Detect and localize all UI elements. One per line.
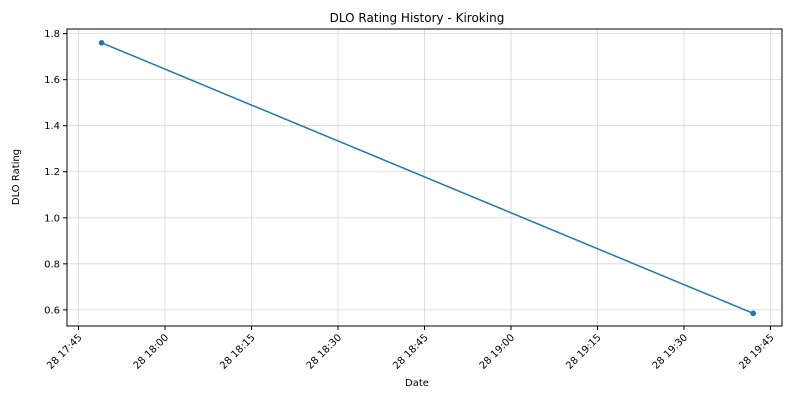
data-point bbox=[750, 310, 756, 317]
grid-lines bbox=[67, 29, 782, 326]
y-axis-label: DLO Rating bbox=[11, 149, 22, 205]
y-axis-ticks: 0.6 0.8 1.0 1.2 1.4 1.6 1.8 bbox=[44, 29, 67, 316]
chart-title: DLO Rating History - Kiroking bbox=[330, 11, 505, 25]
data-point bbox=[98, 40, 105, 46]
series-line bbox=[101, 42, 754, 315]
y-tick-label: 1.6 bbox=[44, 75, 60, 86]
y-tick-label: 1.8 bbox=[44, 29, 60, 40]
y-tick-label: 0.6 bbox=[44, 305, 60, 316]
y-tick-label: 1.4 bbox=[44, 121, 60, 132]
y-tick-label: 1.0 bbox=[44, 213, 60, 224]
y-tick-label: 0.8 bbox=[44, 259, 60, 270]
series-layer bbox=[98, 40, 756, 317]
x-axis-label: Date bbox=[405, 378, 429, 389]
y-tick-label: 1.2 bbox=[44, 167, 60, 178]
